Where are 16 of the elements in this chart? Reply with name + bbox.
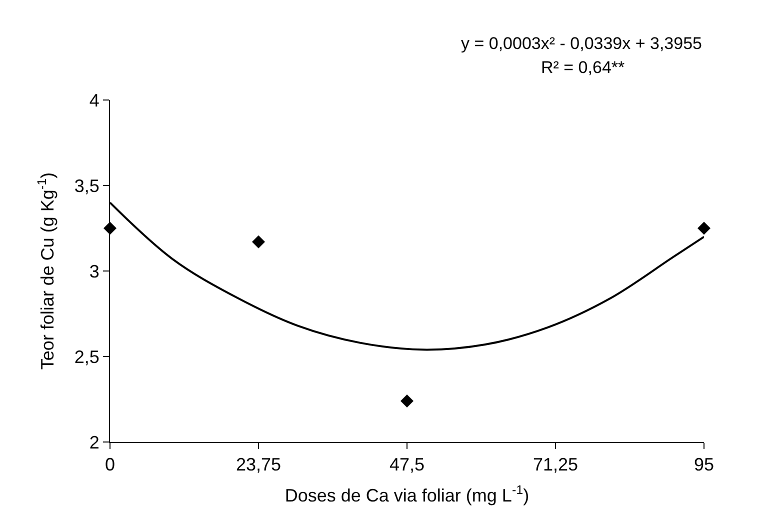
y-tick-label: 2 — [89, 432, 100, 452]
x-tick-label: 0 — [104, 454, 116, 475]
x-tick-label: 95 — [694, 454, 714, 475]
y-tick-label: 2,5 — [74, 346, 100, 367]
y-tick-label: 3 — [89, 261, 100, 282]
text: R² = 0,64** — [541, 58, 626, 77]
x-axis-title: Doses de Ca via foliar (mg L$^{-1}$) — [284, 483, 530, 506]
y-tick-label: 3,5 — [74, 176, 100, 196]
point — [252, 235, 265, 248]
x-tick-label: 71,25 — [532, 454, 578, 475]
x-tick-label: 23,75 — [236, 454, 282, 475]
x-tick-label: 47,5 — [389, 454, 425, 475]
y-tick-label: 4 — [89, 90, 100, 110]
point — [400, 394, 414, 408]
point — [698, 222, 710, 235]
text: y = 0,0003x² - 0,0339x + 3,3955 — [461, 34, 702, 53]
